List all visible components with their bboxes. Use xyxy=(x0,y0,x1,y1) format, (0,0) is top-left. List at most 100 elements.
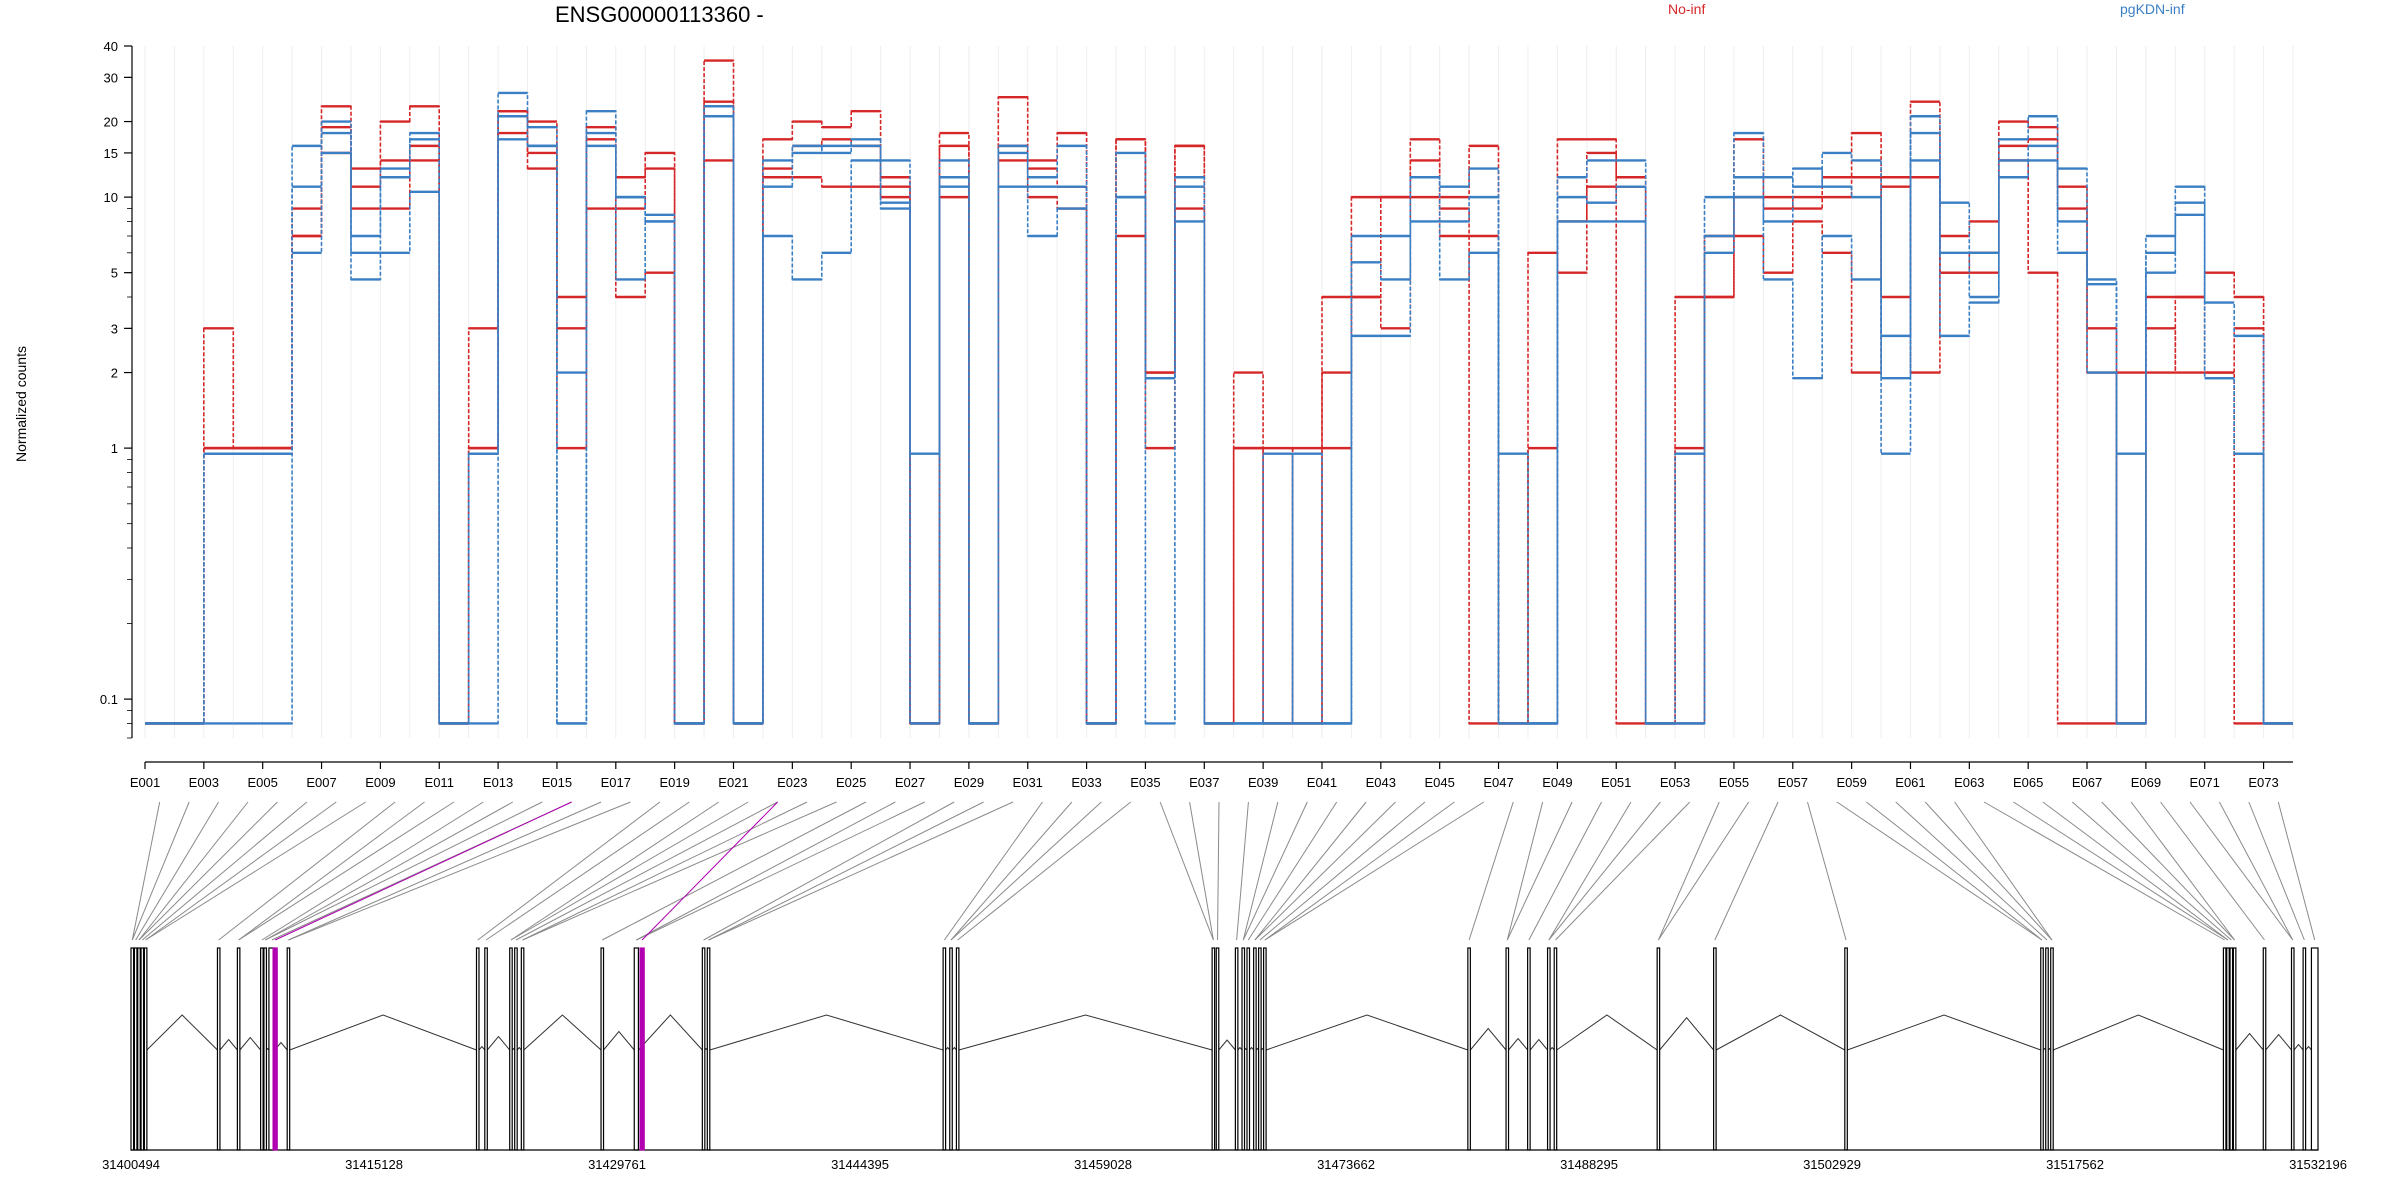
exon-box xyxy=(1656,947,1661,1151)
exon-connector xyxy=(264,801,543,941)
exon-box xyxy=(2040,947,2044,1151)
x-tick-label: E065 xyxy=(2013,775,2043,790)
y-tick-label: 40 xyxy=(104,39,118,54)
intron-line xyxy=(478,1045,486,1051)
intron-line xyxy=(516,1046,522,1051)
x-tick-label: E053 xyxy=(1660,775,1690,790)
series-line-pgkdn-inf xyxy=(145,105,2293,725)
exon-connector xyxy=(1528,801,1602,941)
x-tick-label: E067 xyxy=(2072,775,2102,790)
intron-line xyxy=(958,1014,1213,1051)
x-tick-label: E033 xyxy=(1071,775,1101,790)
exon-box xyxy=(1211,947,1216,1151)
y-tick-label: 3 xyxy=(111,321,118,336)
gene-model-layer: 31400494 31415128 31429761 31444395 31459028… xyxy=(102,947,2347,1172)
intron-line xyxy=(1715,1014,1846,1051)
exon-connector xyxy=(218,801,396,941)
intron-line xyxy=(1529,1038,1548,1051)
x-tick-label: E045 xyxy=(1424,775,1454,790)
x-tick-label: E061 xyxy=(1895,775,1925,790)
exon-box xyxy=(1467,947,1471,1151)
y-tick-label: 1 xyxy=(111,441,118,456)
exon-box xyxy=(2232,947,2237,1151)
exon-connector xyxy=(135,801,219,941)
exon-box xyxy=(2262,947,2267,1151)
x-tick-label: E007 xyxy=(306,775,336,790)
intron-line xyxy=(523,1014,602,1051)
exon-connector xyxy=(1657,801,1750,941)
exon-connector xyxy=(1836,801,2043,941)
exon-box xyxy=(2222,947,2227,1151)
coordinate-label: 31502929 xyxy=(1803,1157,1861,1172)
exon-connector xyxy=(2013,801,2229,941)
chart-title: ENSG00000113360 - xyxy=(555,2,764,27)
intron-line xyxy=(1659,1016,1715,1051)
exon-box xyxy=(1253,947,1257,1151)
exon-connector xyxy=(238,801,425,941)
series-line-no-inf xyxy=(145,110,2293,725)
exon-connector xyxy=(138,801,249,941)
exon-connector xyxy=(2277,801,2316,941)
coordinate-label: 31473662 xyxy=(1317,1157,1375,1172)
exon-box xyxy=(1215,947,1220,1151)
exon-connector xyxy=(708,801,1014,941)
x-tick-label: E003 xyxy=(189,775,219,790)
exon-box xyxy=(1553,947,1558,1151)
series-line-no-inf xyxy=(145,59,2293,725)
exon-connector xyxy=(1254,801,1367,941)
y-tick-label: 2 xyxy=(111,366,118,381)
exon-connector xyxy=(138,801,278,941)
exon-connector xyxy=(2071,801,2232,941)
x-tick-label: E013 xyxy=(483,775,513,790)
x-tick-label: E037 xyxy=(1189,775,1219,790)
intron-line xyxy=(219,1038,238,1051)
x-tick-label: E021 xyxy=(718,775,748,790)
x-tick-label: E069 xyxy=(2131,775,2161,790)
exon-connector xyxy=(2248,801,2305,941)
exon-connector xyxy=(943,801,1043,941)
exon-connector xyxy=(950,801,1073,941)
exon-box xyxy=(130,947,135,1151)
exon-box xyxy=(2290,947,2295,1151)
x-tick-label: E043 xyxy=(1366,775,1396,790)
exon-connector xyxy=(957,801,1132,941)
exon-connector xyxy=(1264,801,1455,941)
exon-connector xyxy=(1264,801,1485,941)
exon-box xyxy=(133,947,138,1151)
coordinate-label: 31444395 xyxy=(831,1157,889,1172)
intron-line xyxy=(2293,1043,2304,1051)
coordinate-label: 31415128 xyxy=(345,1157,403,1172)
exon-box xyxy=(260,947,264,1151)
exon-box xyxy=(2226,947,2230,1151)
exon-connector xyxy=(2189,801,2294,941)
intron-line xyxy=(945,1046,951,1051)
exon-box xyxy=(475,947,480,1151)
exon-connector xyxy=(1895,801,2048,941)
intron-line xyxy=(1847,1014,2041,1051)
x-tick-label: E031 xyxy=(1013,775,1043,790)
y-axis-label: Normalized counts xyxy=(13,346,29,462)
coordinate-label: 31488295 xyxy=(1560,1157,1618,1172)
axes-layer: 0.1 1 2 3 5 10 15 20 30 40 E001 E003 E005 E007 E009 E01… xyxy=(100,39,2293,790)
x-tick-label: E025 xyxy=(836,775,866,790)
coordinate-label: 31429761 xyxy=(588,1157,646,1172)
exon-connector xyxy=(145,801,366,941)
exon-connector xyxy=(264,801,514,941)
coordinate-label: 31400494 xyxy=(102,1157,160,1172)
exon-box xyxy=(1246,947,1251,1151)
exon-connector xyxy=(636,801,925,941)
exon-connector xyxy=(1247,801,1338,941)
exon-connector xyxy=(602,801,867,941)
exon-connector xyxy=(1548,801,1661,941)
exon-box xyxy=(701,947,706,1151)
x-tick-label: E041 xyxy=(1307,775,1337,790)
highlighted-exon-connector xyxy=(274,801,572,941)
exon-box xyxy=(600,947,605,1151)
exon-connector xyxy=(522,801,837,941)
series-line-pgkdn-inf xyxy=(145,92,2293,725)
exon-box xyxy=(236,947,241,1151)
exon-connector xyxy=(703,801,955,941)
x-tick-label: E027 xyxy=(895,775,925,790)
intron-line xyxy=(1218,1039,1236,1051)
x-tick-label: E023 xyxy=(777,775,807,790)
